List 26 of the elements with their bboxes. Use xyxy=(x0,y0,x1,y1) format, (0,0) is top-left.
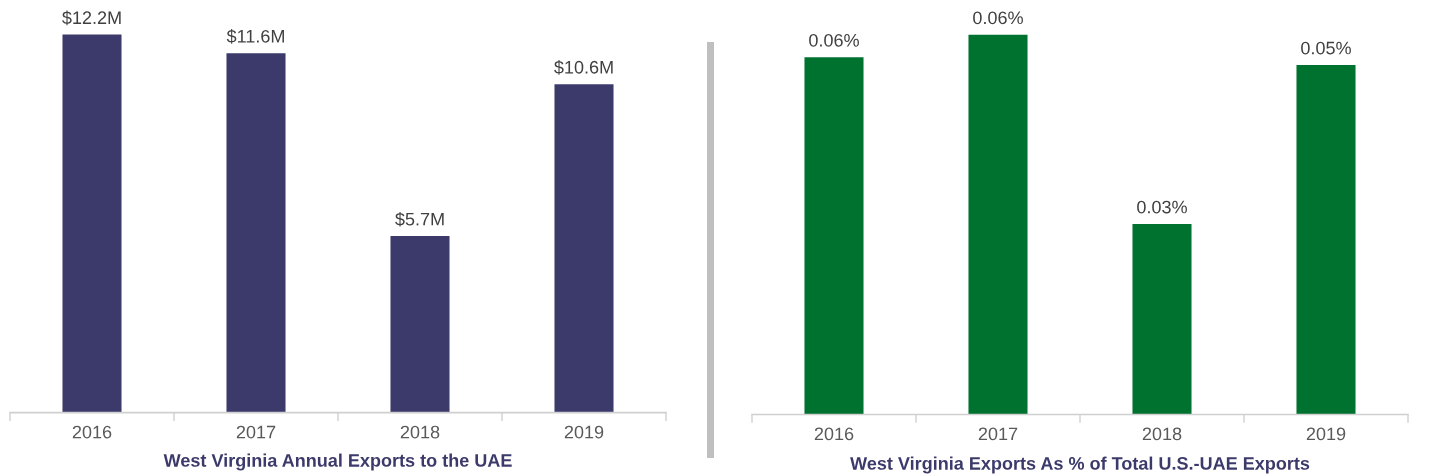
bar xyxy=(390,236,450,413)
bar xyxy=(968,34,1028,415)
bar xyxy=(554,84,614,413)
data-label: $11.6M xyxy=(226,29,284,44)
x-tick-label: 2019 xyxy=(564,425,604,439)
bar xyxy=(1296,64,1356,415)
text: West Virginia Annual Exports to the UAE xyxy=(163,453,512,471)
data-label: $12.2M xyxy=(62,10,121,26)
data-label: 0.06% xyxy=(809,33,859,47)
x-tick-label: 2017 xyxy=(978,427,1018,441)
data-label: 0.03% xyxy=(1137,200,1187,214)
bar xyxy=(62,34,122,413)
text: West Virginia Exports As % of Total U.S.-UAE Exports xyxy=(850,456,1310,474)
data-label: $5.7M xyxy=(395,211,444,227)
x-tick-label: 2019 xyxy=(1306,427,1346,441)
x-tick-label: 2016 xyxy=(814,427,854,441)
data-label: 0.05% xyxy=(1301,41,1351,55)
x-tick-label: 2016 xyxy=(72,425,112,439)
x-tick-label: 2018 xyxy=(400,425,440,439)
bar xyxy=(804,57,864,415)
x-tick-label: 2018 xyxy=(1142,427,1182,441)
data-label: $10.6M xyxy=(554,60,613,75)
data-label: 0.06% xyxy=(973,11,1023,25)
bar xyxy=(1132,223,1192,415)
x-tick-label: 2017 xyxy=(236,425,276,439)
bar xyxy=(226,53,286,413)
